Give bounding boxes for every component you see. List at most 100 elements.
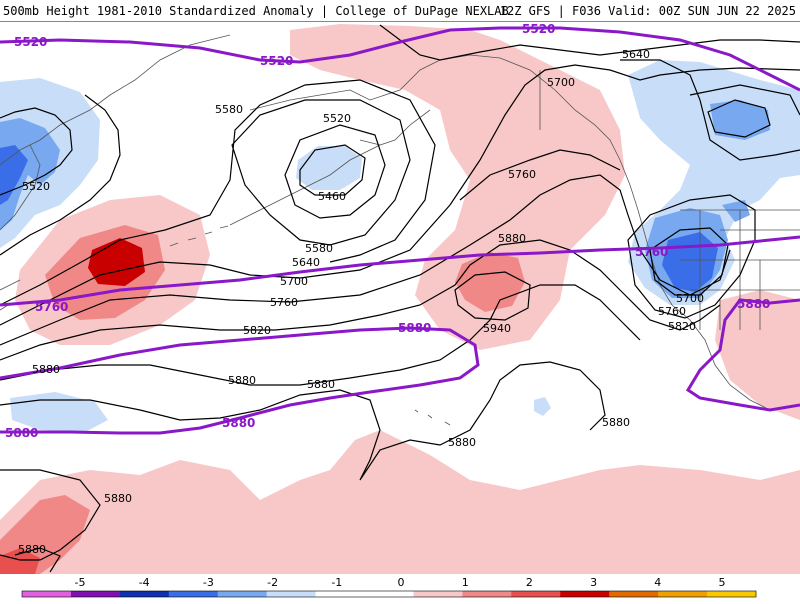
positive-anomaly-south xyxy=(0,430,800,574)
contour-5460 xyxy=(299,144,366,196)
colorbar-bin xyxy=(168,591,219,597)
label-5820-pnw: 5820 xyxy=(668,320,696,333)
label-5520-west: 5520 xyxy=(22,180,50,193)
positive-anomaly-south-core xyxy=(0,548,40,574)
colorbar-frame xyxy=(21,590,757,598)
label-5760-pnw: 5760 xyxy=(658,305,686,318)
label-5820: 5820 xyxy=(243,324,271,337)
climatology-contours xyxy=(0,26,800,435)
label-5700-pnw: 5700 xyxy=(676,292,704,305)
label-5880-e: 5880 xyxy=(602,416,630,429)
label-5880-g: 5880 xyxy=(104,492,132,505)
label-5880: 5880 xyxy=(498,232,526,245)
map-title: 500mb Height 1981-2010 Standardized Anom… xyxy=(3,4,509,18)
state-borders xyxy=(539,70,800,330)
label-5580-b: 5580 xyxy=(305,242,333,255)
contour-5640-north xyxy=(379,24,800,61)
colorbar-tick-label: -2 xyxy=(267,576,278,589)
label-5520: 5520 xyxy=(323,112,351,125)
positive-anomaly-alaska xyxy=(290,24,625,350)
colorbar-tick-label: 2 xyxy=(526,576,533,589)
contour-5880-south xyxy=(0,361,606,481)
colorbar-tick-label: 5 xyxy=(719,576,726,589)
label-5640-north: 5640 xyxy=(622,48,650,61)
positive-anomaly-mexico xyxy=(715,290,800,420)
colorbar-bin xyxy=(315,591,366,597)
anomaly-map: 5580 5520 5460 5580 5640 5700 5760 5820 … xyxy=(0,22,800,574)
colorbar-bin xyxy=(217,591,268,597)
plabel-5520-b: 5520 xyxy=(260,54,293,68)
purple-5880-north xyxy=(0,326,480,435)
colorbar-tick-label: -1 xyxy=(331,576,342,589)
plabel-5880-a: 5880 xyxy=(398,321,431,335)
label-5880-h: 5880 xyxy=(18,543,46,556)
purple-5760 xyxy=(0,235,800,307)
colorbar-tick-label: -4 xyxy=(139,576,150,589)
label-5760: 5760 xyxy=(270,296,298,309)
plabel-5760-a: 5760 xyxy=(35,300,68,314)
map-canvas: 5580 5520 5460 5580 5640 5700 5760 5820 … xyxy=(0,22,800,574)
colorbar-svg: -5 -4 -3 -2 -1 0 1 2 3 4 5 xyxy=(21,576,757,598)
plabel-5880-c: 5880 xyxy=(222,416,255,430)
colorbar-bin xyxy=(609,591,659,597)
colorbar-bin xyxy=(658,591,708,597)
negative-anomaly-small xyxy=(534,397,551,416)
plabel-5520-a: 5520 xyxy=(14,35,47,49)
label-5940: 5940 xyxy=(483,322,511,335)
colorbar-bin xyxy=(364,591,414,597)
label-5640: 5640 xyxy=(292,256,320,269)
aleutian-islands xyxy=(169,225,229,247)
colorbar-tick-label: -5 xyxy=(75,576,86,589)
contour-5880-north xyxy=(0,284,641,386)
colorbar-bin xyxy=(266,591,317,597)
label-5880-f: 5880 xyxy=(32,363,60,376)
plabel-5880-b: 5880 xyxy=(5,426,38,440)
plabel-5760-b: 5760 xyxy=(635,245,668,259)
contour-5640 xyxy=(0,79,436,306)
colorbar-bin xyxy=(119,591,170,597)
contour-pnw-low xyxy=(707,99,771,138)
climatology-labels: 5520 5520 5520 5760 5760 5880 5880 5880 … xyxy=(5,22,770,440)
contour-pnw-trough xyxy=(620,59,800,161)
contour-5820 xyxy=(0,239,721,361)
colorbar-tick-label: 4 xyxy=(654,576,661,589)
negative-anomaly-south-pacific xyxy=(10,392,108,432)
contour-5760 xyxy=(0,174,731,346)
contour-5940 xyxy=(454,271,531,321)
contour-pnw-cutoff-outer xyxy=(627,194,756,319)
negative-anomaly-bering xyxy=(296,146,362,190)
contour-pnw-cutoff xyxy=(649,227,729,296)
label-5460: 5460 xyxy=(318,190,346,203)
contour-5520-bering xyxy=(284,124,386,219)
colorbar-tick-label: 1 xyxy=(462,576,469,589)
asia-coast xyxy=(0,34,231,311)
label-5880-b: 5880 xyxy=(228,374,256,387)
height-labels: 5580 5520 5460 5580 5640 5700 5760 5820 … xyxy=(18,48,704,556)
colorbar-bin xyxy=(511,591,561,597)
colorbar-bin xyxy=(413,591,463,597)
contour-5580-west xyxy=(0,94,121,256)
contour-5700 xyxy=(0,64,800,326)
contour-5580-bering xyxy=(231,99,411,246)
colorbar-bin xyxy=(707,591,757,597)
contour-5520-west xyxy=(0,107,73,196)
plabel-5520-c: 5520 xyxy=(522,22,555,36)
label-5580: 5580 xyxy=(215,103,243,116)
map-header: 500mb Height 1981-2010 Standardized Anom… xyxy=(0,0,800,22)
pacific-islands xyxy=(414,409,451,426)
colorbar-bin xyxy=(22,591,72,597)
colorbar-bin xyxy=(70,591,121,597)
colorbar-tick-label: -3 xyxy=(203,576,214,589)
label-5700-north: 5700 xyxy=(547,76,575,89)
contour-5880-loop xyxy=(14,547,61,573)
label-5700: 5700 xyxy=(280,275,308,288)
colorbar-ticks: -5 -4 -3 -2 -1 0 1 2 3 4 5 xyxy=(75,576,726,589)
colorbar-tick-label: 3 xyxy=(590,576,597,589)
colorbar-tick-label: 0 xyxy=(398,576,405,589)
colorbar-bins xyxy=(22,591,757,597)
alaska-coast xyxy=(229,54,639,226)
plabel-5880-d: 5880 xyxy=(737,297,770,311)
contour-5880-low xyxy=(0,469,101,561)
label-5880-d: 5880 xyxy=(448,436,476,449)
contour-5760-north xyxy=(459,149,621,201)
